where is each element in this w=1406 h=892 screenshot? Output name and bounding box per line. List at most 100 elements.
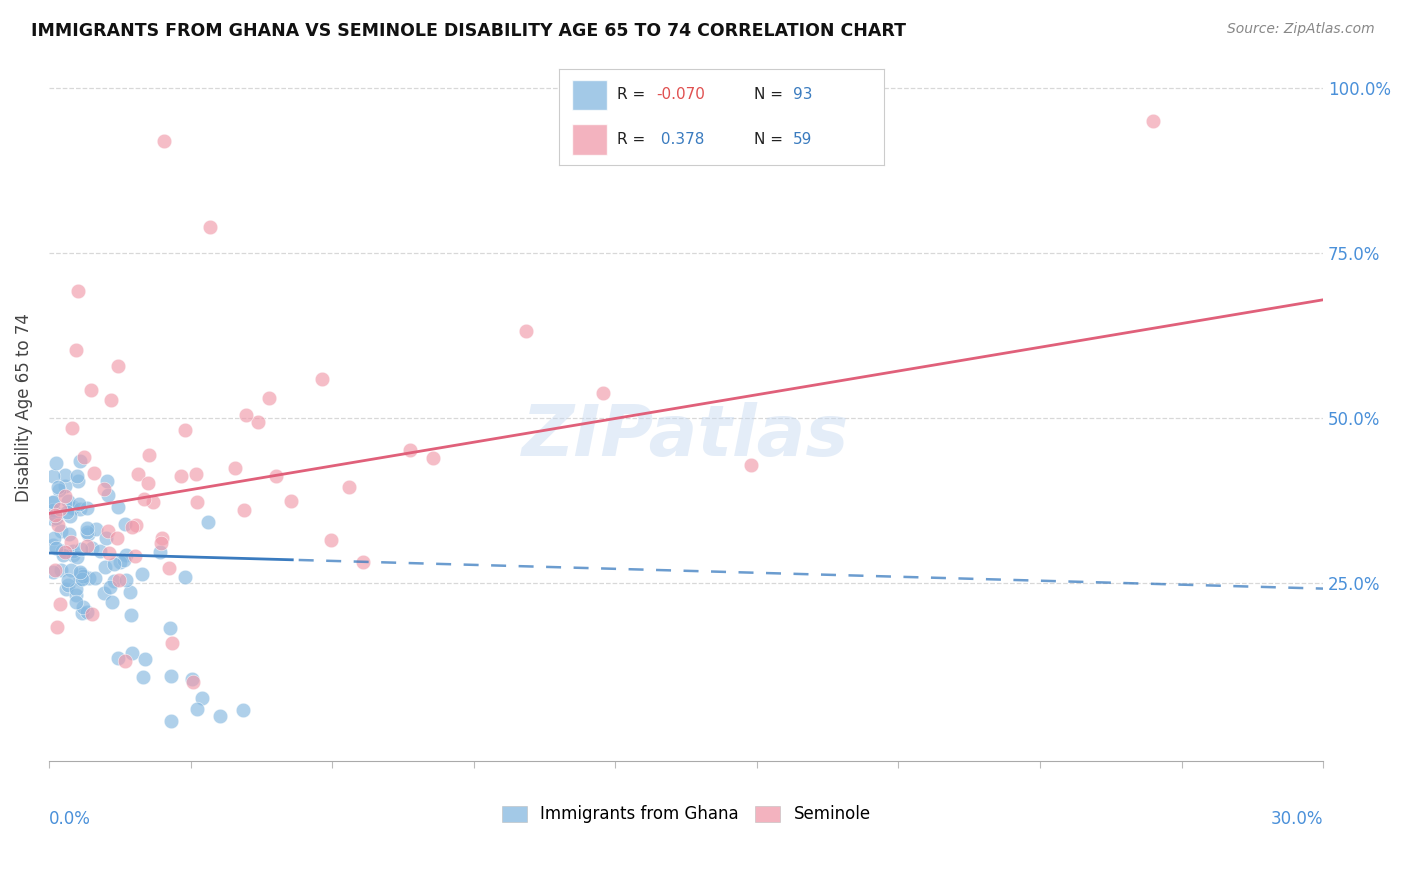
Point: [51, 544, 73, 558]
Point: [45, 620, 67, 634]
Point: [76, 524, 98, 539]
Point: [42, 495, 65, 509]
Point: [69, 454, 91, 468]
Point: [136, 476, 159, 491]
Point: [101, 595, 124, 609]
Point: [181, 674, 204, 689]
Point: [69, 573, 91, 587]
Point: [107, 573, 129, 587]
Point: [186, 495, 208, 509]
Point: [515, 324, 537, 338]
Point: [45, 456, 67, 470]
Y-axis label: Disability Age 65 to 74: Disability Age 65 to 74: [15, 313, 32, 502]
Point: [150, 531, 173, 545]
Point: [180, 672, 202, 686]
Point: [280, 494, 302, 508]
Point: [399, 442, 422, 457]
Point: [97, 546, 120, 560]
Point: [224, 461, 246, 475]
Point: [170, 469, 193, 483]
Point: [49, 563, 72, 577]
Point: [114, 517, 136, 532]
Point: [337, 480, 360, 494]
Point: [93, 586, 115, 600]
Point: [174, 423, 197, 437]
Point: [48, 483, 70, 497]
Point: [83, 572, 105, 586]
Point: [186, 467, 208, 482]
Point: [45, 541, 67, 555]
Point: [53, 478, 76, 492]
Point: [76, 539, 98, 553]
Point: [112, 553, 135, 567]
Point: [65, 582, 87, 596]
Point: [56, 494, 79, 508]
Point: [157, 561, 180, 575]
Point: [42, 531, 65, 545]
Point: [46, 518, 69, 533]
Point: [138, 448, 160, 462]
Point: [103, 574, 125, 588]
Point: [422, 450, 444, 465]
Point: [67, 497, 90, 511]
Point: [58, 527, 80, 541]
Point: [160, 636, 183, 650]
Text: Source: ZipAtlas.com: Source: ZipAtlas.com: [1227, 22, 1375, 37]
Point: [96, 488, 118, 502]
Point: [186, 702, 208, 716]
Point: [73, 570, 96, 584]
Point: [108, 555, 131, 569]
Point: [45, 510, 67, 524]
Point: [114, 654, 136, 668]
Point: [79, 570, 101, 584]
Point: [114, 573, 136, 587]
Point: [59, 508, 82, 523]
Point: [56, 573, 79, 587]
Point: [124, 549, 146, 563]
Point: [197, 516, 219, 530]
Point: [174, 570, 197, 584]
Point: [77, 527, 100, 541]
Point: [319, 533, 342, 548]
Point: [49, 598, 72, 612]
Point: [131, 567, 153, 582]
Point: [72, 599, 94, 614]
Point: [132, 492, 155, 507]
Point: [132, 670, 155, 684]
Point: [127, 467, 149, 482]
Point: [52, 549, 75, 563]
Point: [94, 559, 117, 574]
Point: [82, 541, 104, 556]
Point: [83, 466, 105, 480]
Text: ZIPatlas: ZIPatlas: [523, 401, 849, 471]
Point: [48, 502, 70, 516]
Point: [44, 508, 66, 523]
Point: [1142, 114, 1164, 128]
Point: [73, 568, 96, 582]
Point: [53, 545, 76, 559]
Text: 30.0%: 30.0%: [1271, 810, 1323, 828]
Point: [69, 542, 91, 557]
Point: [96, 531, 118, 545]
Point: [76, 605, 98, 619]
Point: [124, 517, 146, 532]
Point: [70, 566, 93, 581]
Point: [121, 520, 143, 534]
Point: [67, 284, 90, 298]
Point: [79, 384, 101, 398]
Point: [42, 495, 65, 509]
Point: [311, 372, 333, 386]
Point: [105, 531, 128, 545]
Point: [247, 415, 270, 429]
Point: [740, 458, 762, 472]
Point: [67, 475, 90, 489]
Point: [115, 549, 138, 563]
Point: [76, 501, 98, 516]
Point: [107, 500, 129, 514]
Point: [160, 669, 183, 683]
Point: [62, 544, 84, 558]
Point: [592, 386, 614, 401]
Point: [62, 549, 84, 563]
Point: [103, 557, 125, 571]
Point: [208, 708, 231, 723]
